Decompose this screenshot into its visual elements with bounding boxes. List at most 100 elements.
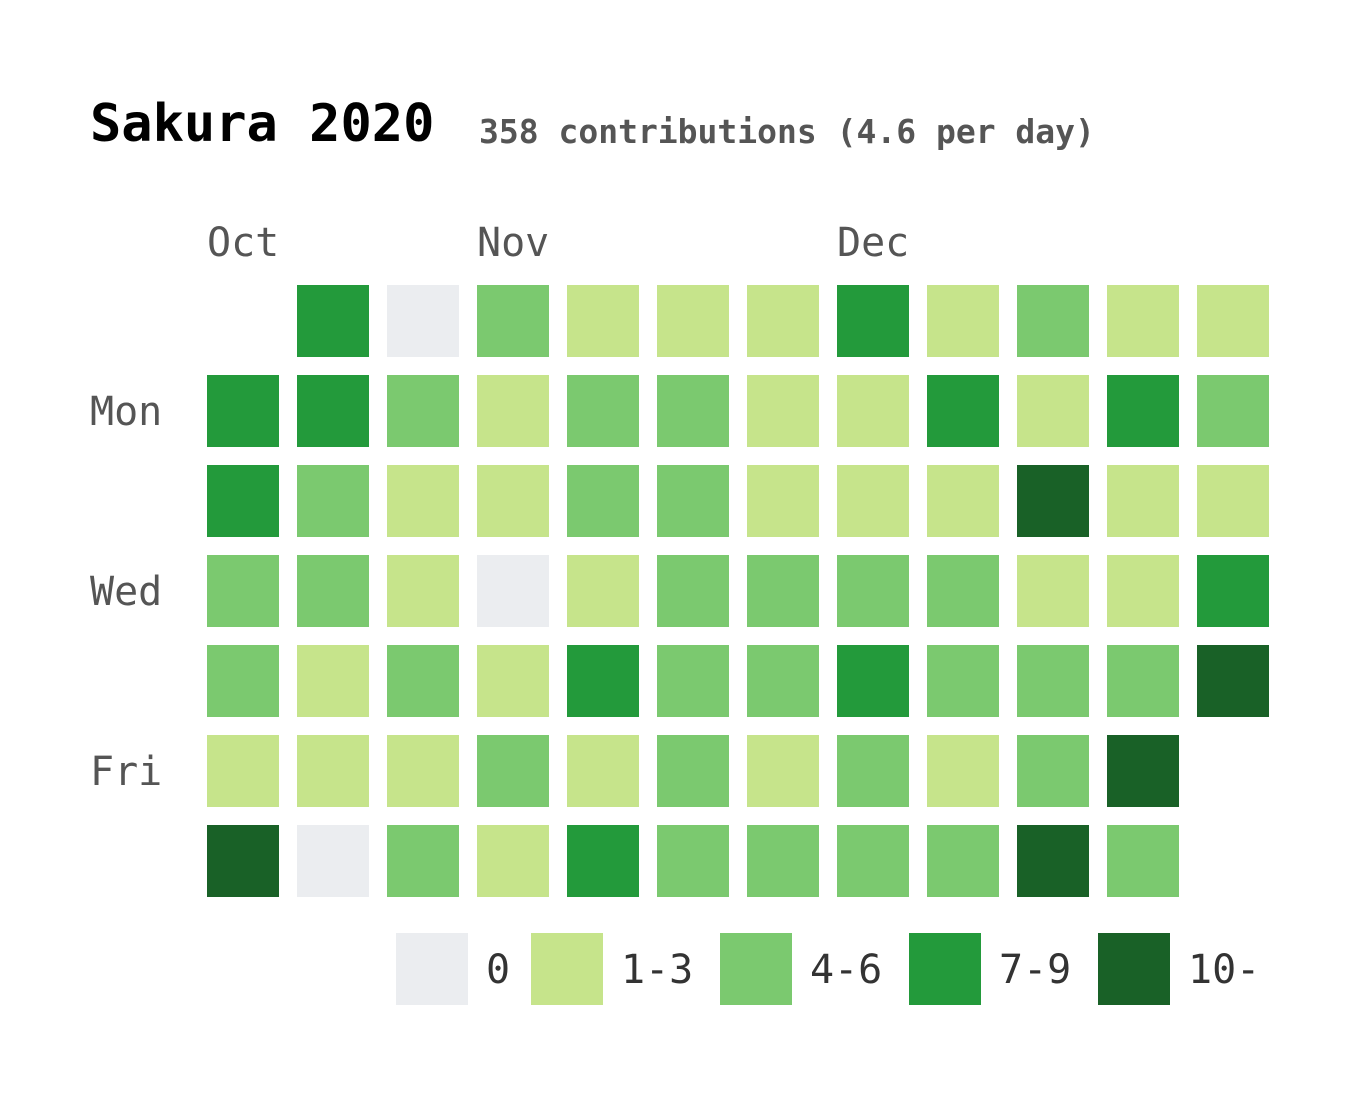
heatmap-cell [927,375,999,447]
heatmap-cell [567,825,639,897]
heatmap-cell [207,825,279,897]
heatmap-cell [567,645,639,717]
heatmap-cell [1197,375,1269,447]
heatmap-cell [747,465,819,537]
heatmap-cell [387,825,459,897]
heatmap-cell [837,375,909,447]
heatmap-cell [657,465,729,537]
heatmap-cell [837,285,909,357]
heatmap-cell [297,555,369,627]
heatmap-cell [297,375,369,447]
heatmap-cell [567,465,639,537]
heatmap-cell [747,735,819,807]
legend-swatch [396,933,468,1005]
heatmap-cell [657,825,729,897]
heatmap-cell [747,375,819,447]
heatmap-cell [837,465,909,537]
heatmap-cell [207,735,279,807]
day-label: Mon [90,389,162,435]
heatmap-cell [477,465,549,537]
heatmap-cell [1017,465,1089,537]
heatmap-cell [297,465,369,537]
heatmap-cell [297,645,369,717]
heatmap-cell [1017,825,1089,897]
heatmap-cell [837,825,909,897]
heatmap-cell [657,645,729,717]
heatmap-cell [1197,285,1269,357]
heatmap-cell [1017,555,1089,627]
heatmap-cell [567,375,639,447]
heatmap-cell [927,645,999,717]
heatmap-cells [207,285,1269,897]
heatmap-cell [1017,285,1089,357]
heatmap-cell [567,285,639,357]
day-label: Wed [90,569,162,615]
heatmap-cell [477,645,549,717]
heatmap-cell [1107,555,1179,627]
heatmap-cell [567,735,639,807]
heatmap-cell [207,555,279,627]
heatmap-cell [297,825,369,897]
heatmap-cell [207,645,279,717]
heatmap-cell [387,465,459,537]
heatmap-cell [1107,645,1179,717]
heatmap-cell [657,735,729,807]
legend-swatch [909,933,981,1005]
heatmap-cell [1017,735,1089,807]
legend-label: 4-6 [810,947,882,993]
heatmap-cell [1017,375,1089,447]
chart-subtitle: 358 contributions (4.6 per day) [479,112,1095,151]
heatmap-cell [387,735,459,807]
legend-label: 0 [486,947,510,993]
heatmap-cell [477,825,549,897]
heatmap-cell [927,735,999,807]
heatmap-cell [747,825,819,897]
heatmap-cell [387,375,459,447]
heatmap-cell [1017,645,1089,717]
heatmap-cell [387,645,459,717]
heatmap-cell [1107,735,1179,807]
day-label: Fri [90,749,162,795]
heatmap-cell [477,735,549,807]
heatmap-cell [297,285,369,357]
day-labels: Mon Wed Fri [90,389,162,795]
heatmap-cell [1197,555,1269,627]
heatmap-cell [1107,825,1179,897]
heatmap-cell [747,285,819,357]
legend-swatch [1098,933,1170,1005]
heatmap-cell [927,825,999,897]
heatmap-cell [477,555,549,627]
heatmap-cell [1107,285,1179,357]
heatmap-cell [927,285,999,357]
heatmap-cell [657,285,729,357]
chart-title: Sakura 2020 [90,94,435,154]
heatmap-cell [837,555,909,627]
month-label: Nov [477,220,549,266]
heatmap-cell [207,375,279,447]
heatmap-cell [1197,465,1269,537]
heatmap-cell [927,555,999,627]
heatmap-cell [477,375,549,447]
legend-swatch [531,933,603,1005]
legend-label: 1-3 [621,947,693,993]
month-label: Oct [207,220,279,266]
heatmap-cell [1107,375,1179,447]
heatmap-cell [657,375,729,447]
heatmap-cell [387,285,459,357]
heatmap-cell [657,555,729,627]
heatmap-cell [927,465,999,537]
heatmap-cell [747,555,819,627]
heatmap-cell [207,465,279,537]
legend-label: 7-9 [999,947,1071,993]
heatmap-cell [1197,645,1269,717]
heatmap-cell [837,645,909,717]
month-label: Dec [837,220,909,266]
heatmap-cell [567,555,639,627]
legend: 0 1-3 4-6 7-9 10- [396,933,1260,1005]
month-labels: Oct Nov Dec [207,220,909,266]
heatmap-cell [837,735,909,807]
heatmap-cell [297,735,369,807]
legend-label: 10- [1188,947,1260,993]
heatmap-cell [1107,465,1179,537]
